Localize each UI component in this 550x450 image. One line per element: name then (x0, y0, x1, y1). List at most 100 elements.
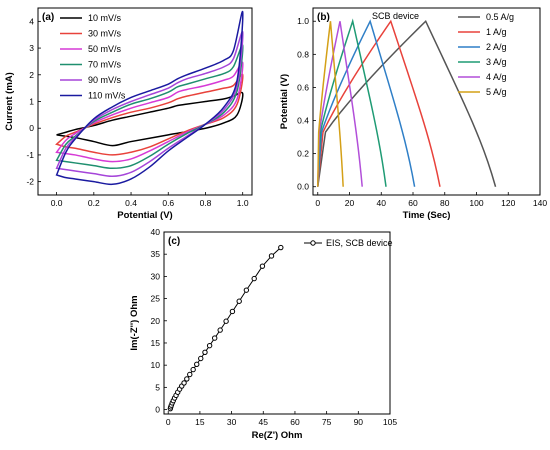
y-tick-label: 10 (151, 360, 161, 370)
eis-data-point (278, 244, 284, 251)
x-tick-label: 140 (533, 198, 547, 208)
x-tick-label: 40 (377, 198, 387, 208)
x-tick-label: 60 (290, 417, 300, 427)
panel-label: (b) (317, 12, 330, 23)
device-annotation: SCB device (372, 11, 419, 21)
eis-data-point (243, 287, 250, 293)
y-tick-label: 0.2 (297, 149, 309, 159)
y-axis-label: Current (mA) (4, 72, 15, 131)
cv-series-line (55, 73, 244, 156)
cv-series-line (55, 44, 244, 170)
y-tick-label: 15 (151, 338, 161, 348)
y-tick-label: 20 (151, 316, 161, 326)
plot-frame (312, 7, 541, 196)
y-tick-label: 0 (155, 405, 160, 415)
legend-entry: 3 A/g (486, 57, 507, 67)
x-tick-label: 0.4 (125, 198, 137, 208)
x-tick-label: 0 (166, 417, 171, 427)
y-tick-label: 0 (29, 123, 34, 133)
eis-data-point (194, 361, 200, 367)
gcd-panel: 0 20 40 60 80 100 120 140 0.0 0.2 0.4 0.6 0.8 1.0 Time… (279, 7, 547, 221)
gcd-series-line (317, 18, 387, 187)
legend-entry: 30 mV/s (88, 29, 122, 39)
cv-series-line (55, 11, 244, 186)
x-tick-label: 15 (195, 417, 205, 427)
x-tick-label: 120 (501, 198, 515, 208)
eis-data-point (187, 371, 193, 378)
eis-data-point (217, 327, 223, 333)
eis-data-point (223, 318, 229, 324)
y-tick-label: -1 (26, 150, 34, 160)
legend-entry: 10 mV/s (88, 13, 122, 23)
y-tick-label: 5 (155, 382, 160, 392)
gcd-series-line (317, 19, 441, 187)
x-tick-label: 1.0 (237, 198, 249, 208)
y-tick-label: 30 (151, 271, 161, 281)
eis-panel: 0 15 30 45 60 75 90 105 0 5 10 15 20 25 30 35 40 Re(Z') O… (129, 227, 397, 441)
x-axis-label: Potential (V) (117, 210, 172, 221)
x-tick-label: 0.2 (88, 198, 100, 208)
plot-frame (37, 7, 253, 196)
cv-panel: 0.0 0.2 0.4 0.6 0.8 1.0 -2 -1 0 1 2 3 4 Potential (V)… (4, 7, 253, 221)
legend-entry: 2 A/g (486, 42, 507, 52)
eis-data-point (211, 335, 218, 341)
gcd-series-line (317, 21, 363, 187)
gcd-series-line (317, 19, 497, 187)
eis-data-point (259, 263, 266, 269)
gcd-series-line (317, 19, 416, 187)
eis-data-point (190, 366, 196, 373)
y-tick-label: 0.6 (297, 82, 309, 92)
x-tick-label: 0.8 (200, 198, 212, 208)
x-tick-label: 80 (440, 198, 450, 208)
cv-series-line (56, 91, 244, 147)
y-tick-label: 3 (29, 43, 34, 53)
y-tick-label: 40 (151, 227, 161, 237)
cv-series-line (55, 30, 244, 178)
legend-entry: 5 A/g (486, 87, 507, 97)
legend-entry: 70 mV/s (88, 60, 122, 70)
eis-data-point (202, 349, 208, 355)
legend-entry: 50 mV/s (88, 44, 122, 54)
legend-entry: 110 mV/s (88, 91, 126, 101)
x-tick-label: 105 (383, 417, 397, 427)
gcd-series-line (317, 21, 344, 187)
eis-data-point (251, 275, 257, 282)
plot-frame (163, 231, 391, 415)
y-tick-label: 2 (29, 70, 34, 80)
y-tick-label: 1 (29, 97, 34, 107)
y-axis-label: Potential (V) (279, 74, 290, 129)
eis-series-line (169, 247, 282, 409)
x-tick-label: 0.6 (162, 198, 174, 208)
eis-data-point (268, 253, 275, 259)
x-tick-label: 75 (322, 417, 332, 427)
legend-entry: EIS, SCB device (326, 238, 393, 248)
legend-entry: 4 A/g (486, 72, 507, 82)
x-tick-label: 60 (408, 198, 418, 208)
y-tick-label: 35 (151, 249, 161, 259)
x-tick-label: 90 (354, 417, 364, 427)
x-axis-label: Re(Z') Ohm (252, 430, 303, 441)
eis-data-point (181, 380, 187, 386)
legend-entry: 90 mV/s (88, 75, 122, 85)
y-tick-label: 25 (151, 294, 161, 304)
panel-label: (a) (42, 12, 54, 23)
eis-data-point (229, 308, 236, 315)
legend-entry: 1 A/g (486, 27, 507, 37)
x-tick-label: 100 (469, 198, 483, 208)
x-axis-label: Time (Sec) (403, 210, 451, 221)
y-tick-label: -2 (26, 177, 34, 187)
y-tick-label: 0.0 (297, 182, 309, 192)
y-axis-label: Im(-Z'') Ohm (129, 295, 140, 350)
panel-label: (c) (168, 236, 180, 247)
eis-data-point (236, 298, 242, 304)
y-tick-label: 0.8 (297, 49, 309, 59)
x-tick-label: 45 (259, 417, 269, 427)
y-tick-label: 1.0 (297, 16, 309, 26)
eis-data-point (198, 355, 204, 362)
eis-data-point (206, 342, 213, 349)
eis-data-point (184, 376, 190, 382)
x-tick-label: 0.0 (51, 198, 63, 208)
legend-entry: 0.5 A/g (486, 12, 514, 22)
x-tick-label: 0 (315, 198, 320, 208)
